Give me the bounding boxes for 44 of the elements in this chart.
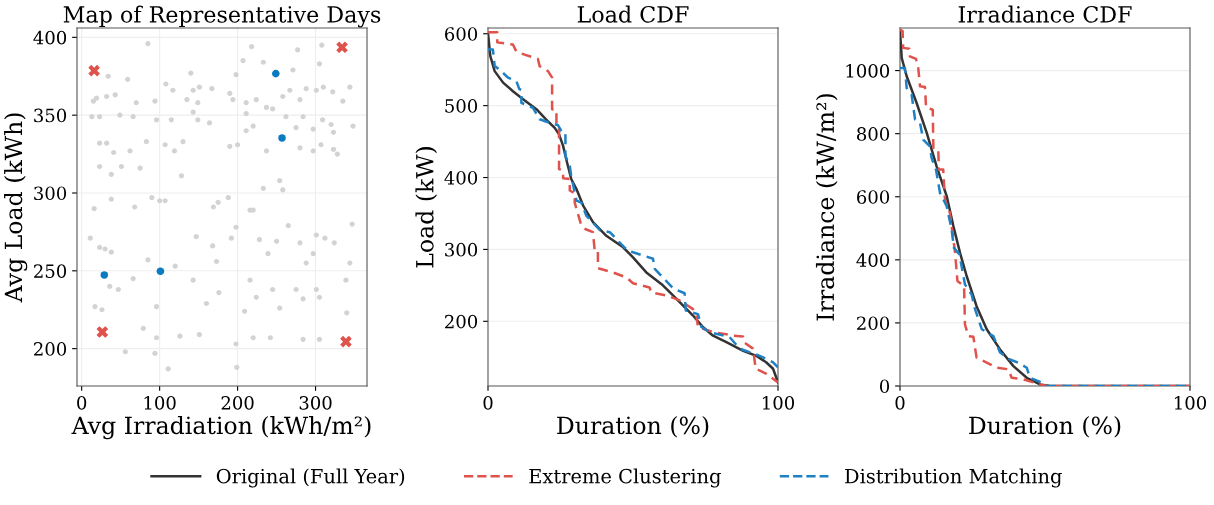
x-tick-label: 100: [762, 396, 795, 410]
y-tick-label: 350: [34, 108, 67, 123]
chart-title: Load CDF: [577, 5, 689, 23]
legend-label: Original (Full Year): [216, 468, 405, 488]
point: [278, 134, 286, 142]
y-tick-label: 400: [444, 170, 478, 185]
y-tick-label: 300: [34, 186, 67, 201]
y-tick-label: 200: [445, 314, 478, 329]
legend-label: Extreme Clustering: [529, 468, 721, 488]
point: [336, 41, 348, 54]
point: [100, 271, 109, 279]
legend-label: Distribution Matching: [845, 468, 1062, 488]
point: [156, 267, 165, 276]
y-tick-label: 600: [857, 190, 890, 204]
x-axis-title: Avg Irradiation (kWh/m²): [71, 415, 371, 440]
chart-title: Map of Representative Days: [63, 5, 381, 28]
x-tick-label: 300: [299, 396, 332, 410]
x-tick-label: 0: [895, 396, 905, 410]
point: [96, 326, 109, 338]
y-tick-label: 250: [34, 264, 67, 278]
y-tick-label: 800: [857, 127, 890, 141]
point: [271, 69, 280, 78]
y-tick-label: 200: [857, 316, 890, 331]
y-axis-title: Load (kW): [415, 147, 438, 268]
y-tick-label: 200: [34, 342, 67, 356]
chart-title: Irradiance CDF: [958, 5, 1132, 23]
x-axis-title: Duration (%): [557, 415, 709, 438]
y-tick-label: 600: [445, 27, 478, 41]
y-axis-title: Avg Load (kWh): [4, 113, 28, 303]
y-axis-title: Irradiance (kW/m²): [815, 94, 838, 321]
y-tick-label: 1000: [846, 64, 890, 78]
y-tick-label: 300: [445, 242, 478, 257]
point: [88, 64, 100, 77]
y-tick-label: 0: [879, 379, 890, 394]
x-tick-label: 0: [77, 396, 87, 410]
y-tick-label: 400: [856, 253, 890, 267]
x-tick-label: 0: [483, 396, 493, 410]
x-axis-title: Duration (%): [969, 415, 1121, 438]
x-tick-label: 100: [1174, 396, 1207, 410]
y-tick-label: 500: [445, 99, 478, 113]
y-tick-label: 400: [33, 30, 67, 45]
x-tick-label: 200: [221, 396, 254, 410]
x-tick-label: 100: [144, 396, 176, 410]
point: [340, 335, 352, 348]
